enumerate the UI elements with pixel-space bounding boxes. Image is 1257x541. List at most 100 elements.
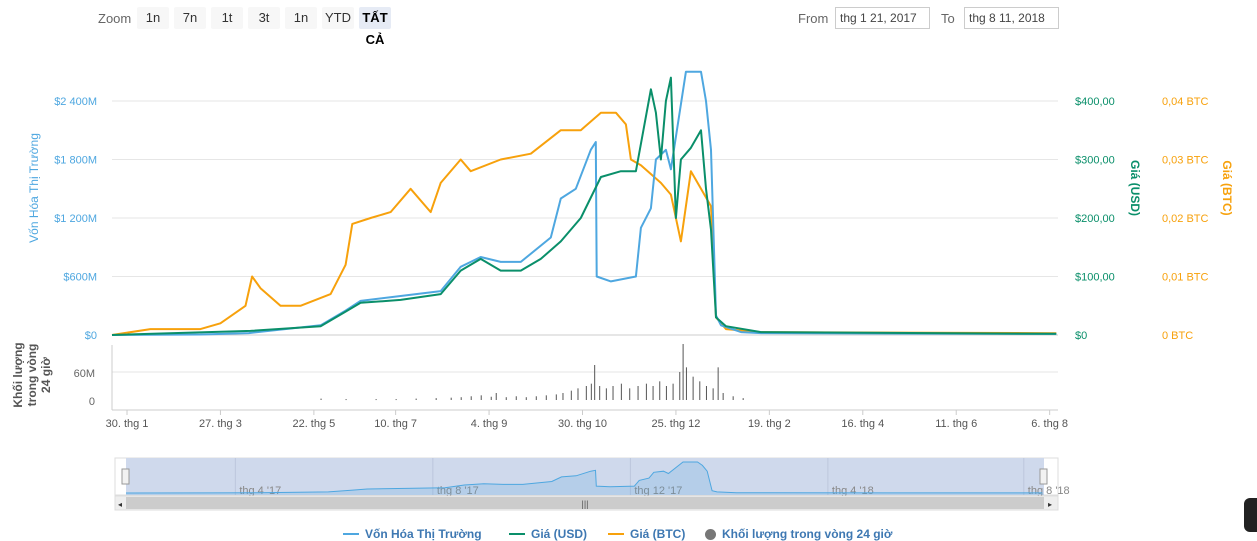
volume-bar [480, 395, 482, 400]
zoom-button-3[interactable]: 3t [248, 7, 280, 29]
volume-bar [682, 344, 684, 400]
btc-tick-label: 0,02 BTC [1162, 213, 1209, 225]
volume-axis-title: 24 giờ [39, 357, 53, 393]
x-tick-label: 22. thg 5 [292, 418, 335, 430]
volume-bar [345, 399, 347, 401]
scrollbar-grip-icon: ||| [581, 499, 588, 509]
navigator-area [126, 462, 1044, 495]
volume-bar [637, 386, 639, 400]
left-tick-label: $1 200M [54, 213, 97, 225]
zoom-button-0[interactable]: 1n [137, 7, 169, 29]
volume-bar [320, 398, 322, 400]
volume-bar [495, 393, 497, 400]
x-tick-label: 10. thg 7 [374, 418, 417, 430]
btc-tick-label: 0,04 BTC [1162, 96, 1209, 108]
volume-bar [570, 390, 572, 400]
volume-bar [722, 393, 724, 400]
legend-label: Giá (BTC) [630, 527, 686, 541]
volume-bar [732, 396, 734, 400]
volume-bar [659, 381, 661, 400]
zoom-button-2[interactable]: 1t [211, 7, 243, 29]
volume-bar [545, 395, 547, 400]
volume-bar [535, 396, 537, 400]
x-tick-label: 30. thg 10 [558, 418, 607, 430]
left-tick-label: $1 800M [54, 155, 97, 167]
from-date-input[interactable]: thg 1 21, 2017 [835, 7, 930, 29]
usd-axis-title: Giá (USD) [1128, 160, 1142, 216]
usd-tick-label: $200,00 [1075, 213, 1115, 225]
btc-tick-label: 0,01 BTC [1162, 272, 1209, 284]
from-label: From [798, 11, 829, 26]
scroll-left-arrow-icon[interactable]: ◂ [118, 500, 122, 509]
x-tick-label: 27. thg 3 [199, 418, 242, 430]
btc-price-line [111, 111, 1057, 336]
volume-bar [605, 388, 607, 400]
btc-tick-label: 0 BTC [1162, 330, 1193, 342]
volume-bar [525, 397, 527, 400]
btc-axis-title: Giá (BTC) [1220, 160, 1234, 215]
navigator-handle[interactable] [121, 468, 130, 485]
navigator-label: thg 8 '18 [1028, 485, 1070, 497]
volume-bar [665, 386, 667, 400]
scrollbar-thumb[interactable] [126, 497, 1044, 509]
volume-tick-label: 0 [89, 396, 95, 408]
volume-bar [599, 386, 601, 400]
legend-market-cap[interactable]: Vốn Hóa Thị Trường [343, 527, 482, 541]
usd-tick-label: $300,00 [1075, 155, 1115, 167]
btc-tick-label: 0,03 BTC [1162, 155, 1209, 167]
to-date-input[interactable]: thg 8 11, 2018 [964, 7, 1059, 29]
usd-tick-label: $400,00 [1075, 96, 1115, 108]
volume-bar [652, 386, 654, 400]
volume-bar [717, 367, 719, 400]
zoom-button-6[interactable]: TẤT CẢ [359, 7, 391, 47]
legend-volume[interactable]: Khối lượng trong vòng 24 giờ [705, 527, 892, 541]
volume-axis-title: trong vòng [25, 344, 39, 407]
volume-bar [515, 396, 517, 400]
navigator-handle[interactable] [1039, 468, 1048, 485]
left-tick-label: $2 400M [54, 96, 97, 108]
volume-bar [490, 396, 492, 400]
volume-bar [415, 398, 417, 400]
volume-bar [620, 383, 622, 400]
volume-bar [450, 397, 452, 400]
navigator-label: thg 4 '18 [832, 485, 874, 497]
usd-tick-label: $0 [1075, 330, 1087, 342]
volume-bar [645, 383, 647, 400]
volume-bar [594, 365, 596, 400]
chat-widget-button[interactable] [1244, 498, 1257, 532]
volume-bar [699, 381, 701, 400]
x-tick-label: 16. thg 4 [841, 418, 884, 430]
scroll-right-arrow-icon[interactable]: ▸ [1048, 500, 1052, 509]
volume-bar [742, 398, 744, 400]
legend-label: Vốn Hóa Thị Trường [365, 527, 482, 541]
x-tick-label: 4. thg 9 [471, 418, 508, 430]
x-tick-label: 30. thg 1 [106, 418, 149, 430]
volume-axis-title: Khối lượng [11, 342, 25, 407]
volume-bar [555, 394, 557, 400]
navigator-label: thg 4 '17 [239, 485, 281, 497]
x-tick-label: 11. thg 6 [935, 418, 977, 430]
x-tick-label: 25. thg 12 [651, 418, 700, 430]
market-cap-line [111, 70, 1057, 336]
to-label: To [941, 11, 955, 26]
legend-label: Khối lượng trong vòng 24 giờ [722, 527, 893, 541]
volume-bar [679, 372, 681, 400]
volume-bar [712, 388, 714, 400]
legend-usd[interactable]: Giá (USD) [509, 527, 587, 541]
volume-bar [577, 388, 579, 400]
legend-btc[interactable]: Giá (BTC) [608, 527, 685, 541]
zoom-button-5[interactable]: YTD [322, 7, 354, 29]
volume-bar [672, 383, 674, 400]
zoom-button-1[interactable]: 7n [174, 7, 206, 29]
volume-bar [375, 399, 377, 401]
x-tick-label: 19. thg 2 [748, 418, 791, 430]
volume-bar [590, 383, 592, 400]
volume-bar [395, 399, 397, 401]
volume-bar [685, 367, 687, 400]
zoom-button-4[interactable]: 1n [285, 7, 317, 29]
usd-tick-label: $100,00 [1075, 272, 1115, 284]
volume-tick-label: 60M [74, 368, 95, 380]
navigator-label: thg 8 '17 [437, 485, 479, 497]
volume-bar [460, 397, 462, 400]
